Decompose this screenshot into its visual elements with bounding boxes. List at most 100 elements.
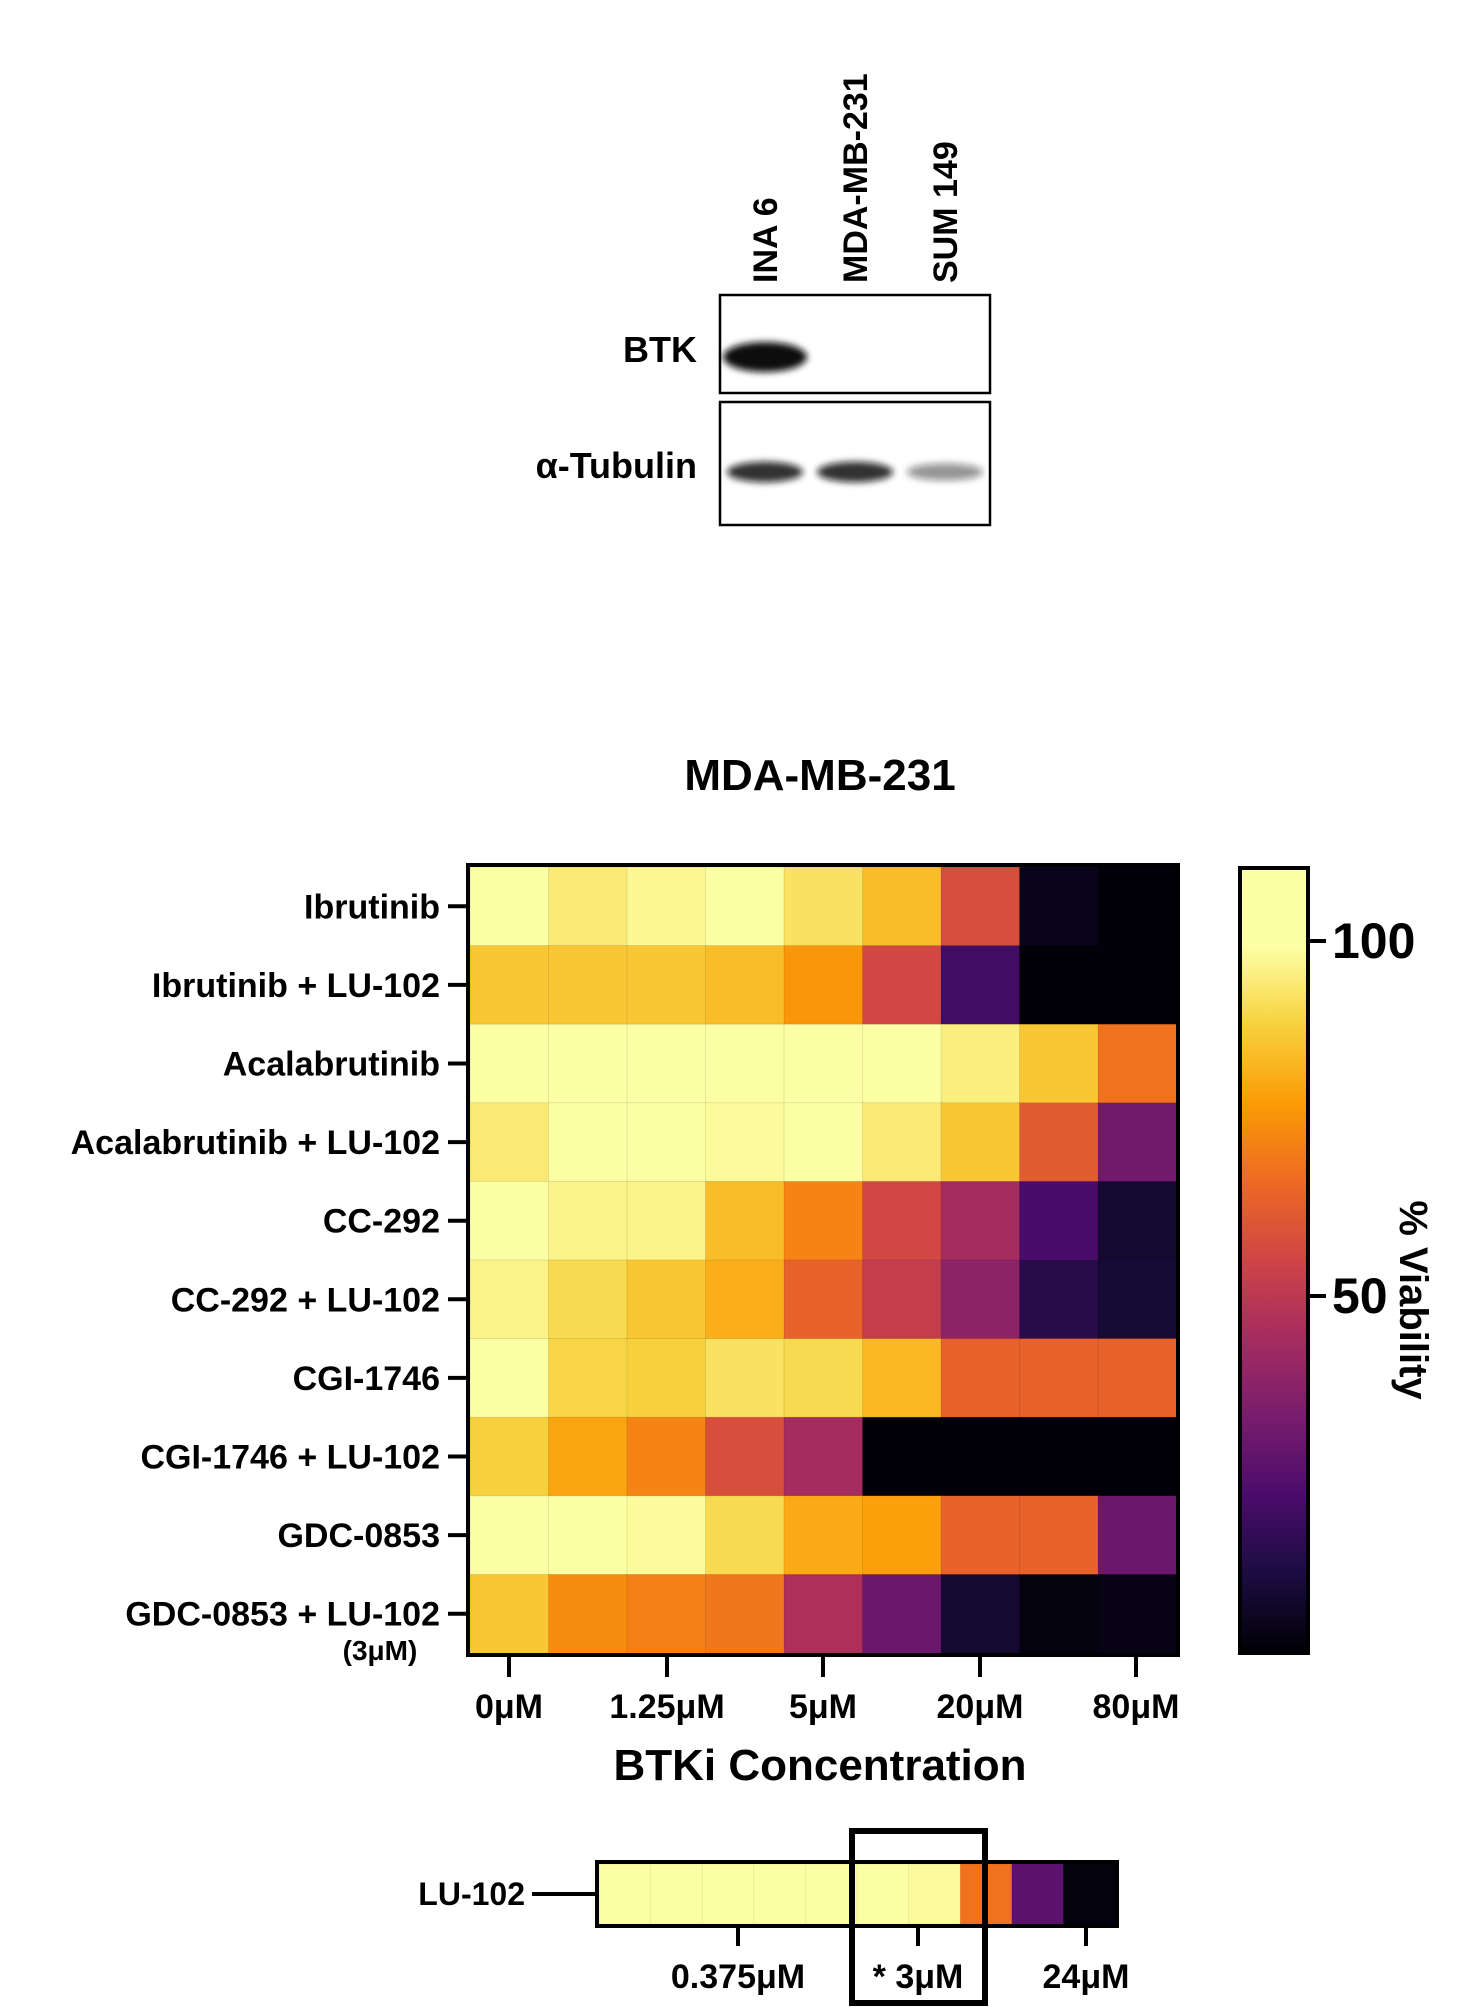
heatmap-cell [626,1102,707,1183]
row-sublabel: (3μM) [343,1635,418,1666]
heatmap-cell [626,1416,707,1497]
heatmap-cell [705,1495,785,1576]
heatmap-cell [469,866,550,947]
heatmap-cells [469,866,1178,1655]
heatmap-cell [626,945,707,1026]
heatmap-cell [1097,1495,1178,1576]
heatmap-cell [548,866,628,947]
strip-cell [753,1863,807,1925]
heatmap-cell [1097,1259,1178,1340]
heatmap-cell [705,1574,785,1655]
heatmap-cell [1097,1416,1178,1497]
heatmap-cell [862,1181,942,1262]
heatmap-cell [1019,1416,1099,1497]
colorbar-ticks: 100 50 [1308,913,1415,1324]
heatmap-cell [862,1416,942,1497]
heatmap-cell [940,1102,1021,1183]
strip-cell [908,1863,962,1925]
heatmap-cell [626,1338,707,1419]
strip-cell [650,1863,704,1925]
blot-lane-labels: INA 6 MDA-MB-231 SUM 149 [747,73,965,283]
strip-x-ticks: 0.375μM * 3μM 24μM [671,1926,1130,1996]
heatmap-cell [1097,1102,1178,1183]
blot-band [907,463,983,481]
x-axis-label: BTKi Concentration [613,1741,1026,1790]
strip-row-label: LU-102 [418,1876,525,1912]
colorbar-label: % Viability [1391,1200,1435,1400]
heatmap-cell [469,1102,550,1183]
heatmap-cell [626,1574,707,1655]
heatmap-cell [626,1181,707,1262]
heatmap-x-tick-label: 20μM [937,1688,1024,1726]
heatmap-cell [783,1102,864,1183]
heatmap-cell [862,1102,942,1183]
heatmap-cell [548,1023,628,1104]
heatmap-cell [705,866,785,947]
heatmap-row-label: Ibrutinib + LU-102 [152,967,440,1005]
western-blot: INA 6 MDA-MB-231 SUM 149 BTK α-Tubulin [536,73,992,527]
blot-band [727,461,803,483]
strip-cells [598,1863,1116,1925]
heatmap-row-label: CGI-1746 + LU-102 [140,1439,440,1477]
strip-cell [701,1863,755,1925]
heatmap-x-tick-label: 80μM [1093,1688,1180,1726]
heatmap-cell [705,1023,785,1104]
heatmap-cell [469,1338,550,1419]
heatmap-cell [548,1574,628,1655]
heatmap-cell [548,1259,628,1340]
heatmap-cell [862,1495,942,1576]
heatmap-cell [1019,1023,1099,1104]
heatmap-cell [705,1416,785,1497]
heatmap-row-label: CC-292 [323,1203,440,1241]
heatmap-cell [626,1259,707,1340]
heatmap-cell [783,945,864,1026]
heatmap-cell [705,1338,785,1419]
heatmap-cell [469,1495,550,1576]
heatmap-cell [1097,1181,1178,1262]
strip-cell [1011,1863,1065,1925]
strip-cell [598,1863,652,1925]
highlight-box [849,1828,988,2006]
heatmap-cell [705,1102,785,1183]
heatmap-x-tick-label: 1.25μM [609,1688,724,1726]
colorbar [1238,866,1310,1655]
heatmap-cell [469,1416,550,1497]
heatmap-cell [862,1023,942,1104]
blot-lane-label: INA 6 [747,197,785,283]
strip-x-tick-label: 0.375μM [671,1958,805,1996]
heatmap-cell [548,1495,628,1576]
heatmap-cell [940,1023,1021,1104]
heatmap-cell [783,1259,864,1340]
heatmap-cell [783,1023,864,1104]
heatmap-cell [862,1574,942,1655]
heatmap-cell [1019,1181,1099,1262]
heatmap-cell [548,945,628,1026]
chart-title: MDA-MB-231 [684,751,955,800]
heatmap-cell [1097,945,1178,1026]
heatmap-cell [940,945,1021,1026]
heatmap-cell [705,1259,785,1340]
heatmap-cell [1019,1495,1099,1576]
heatmap-cell [469,1181,550,1262]
heatmap-cell [1019,866,1099,947]
heatmap-row-label: CGI-1746 [293,1360,440,1398]
heatmap-cell [626,1023,707,1104]
heatmap-cell [940,866,1021,947]
heatmap-row-label: GDC-0853 [277,1517,440,1555]
heatmap-cell [783,1181,864,1262]
heatmap-cell [940,1574,1021,1655]
strip-frame [595,1860,1119,1928]
strip-x-tick-label: 24μM [1043,1958,1130,1996]
blot-rows: BTK α-Tubulin [536,293,992,527]
heatmap-cell [862,945,942,1026]
heatmap-cell [1019,1574,1099,1655]
heatmap-x-ticks: 0μM 1.25μM 5μM 20μM 80μM [475,1657,1180,1726]
heatmap-row-label: GDC-0853 + LU-102 [125,1596,440,1634]
heatmap-cell [548,1416,628,1497]
heatmap-cell [1097,1023,1178,1104]
heatmap-row-label: CC-292 + LU-102 [171,1281,440,1319]
heatmap-cell [940,1416,1021,1497]
heatmap-row-labels: Ibrutinib Ibrutinib + LU-102 Acalabrutinib… [71,888,466,1634]
heatmap-cell [1097,1574,1178,1655]
